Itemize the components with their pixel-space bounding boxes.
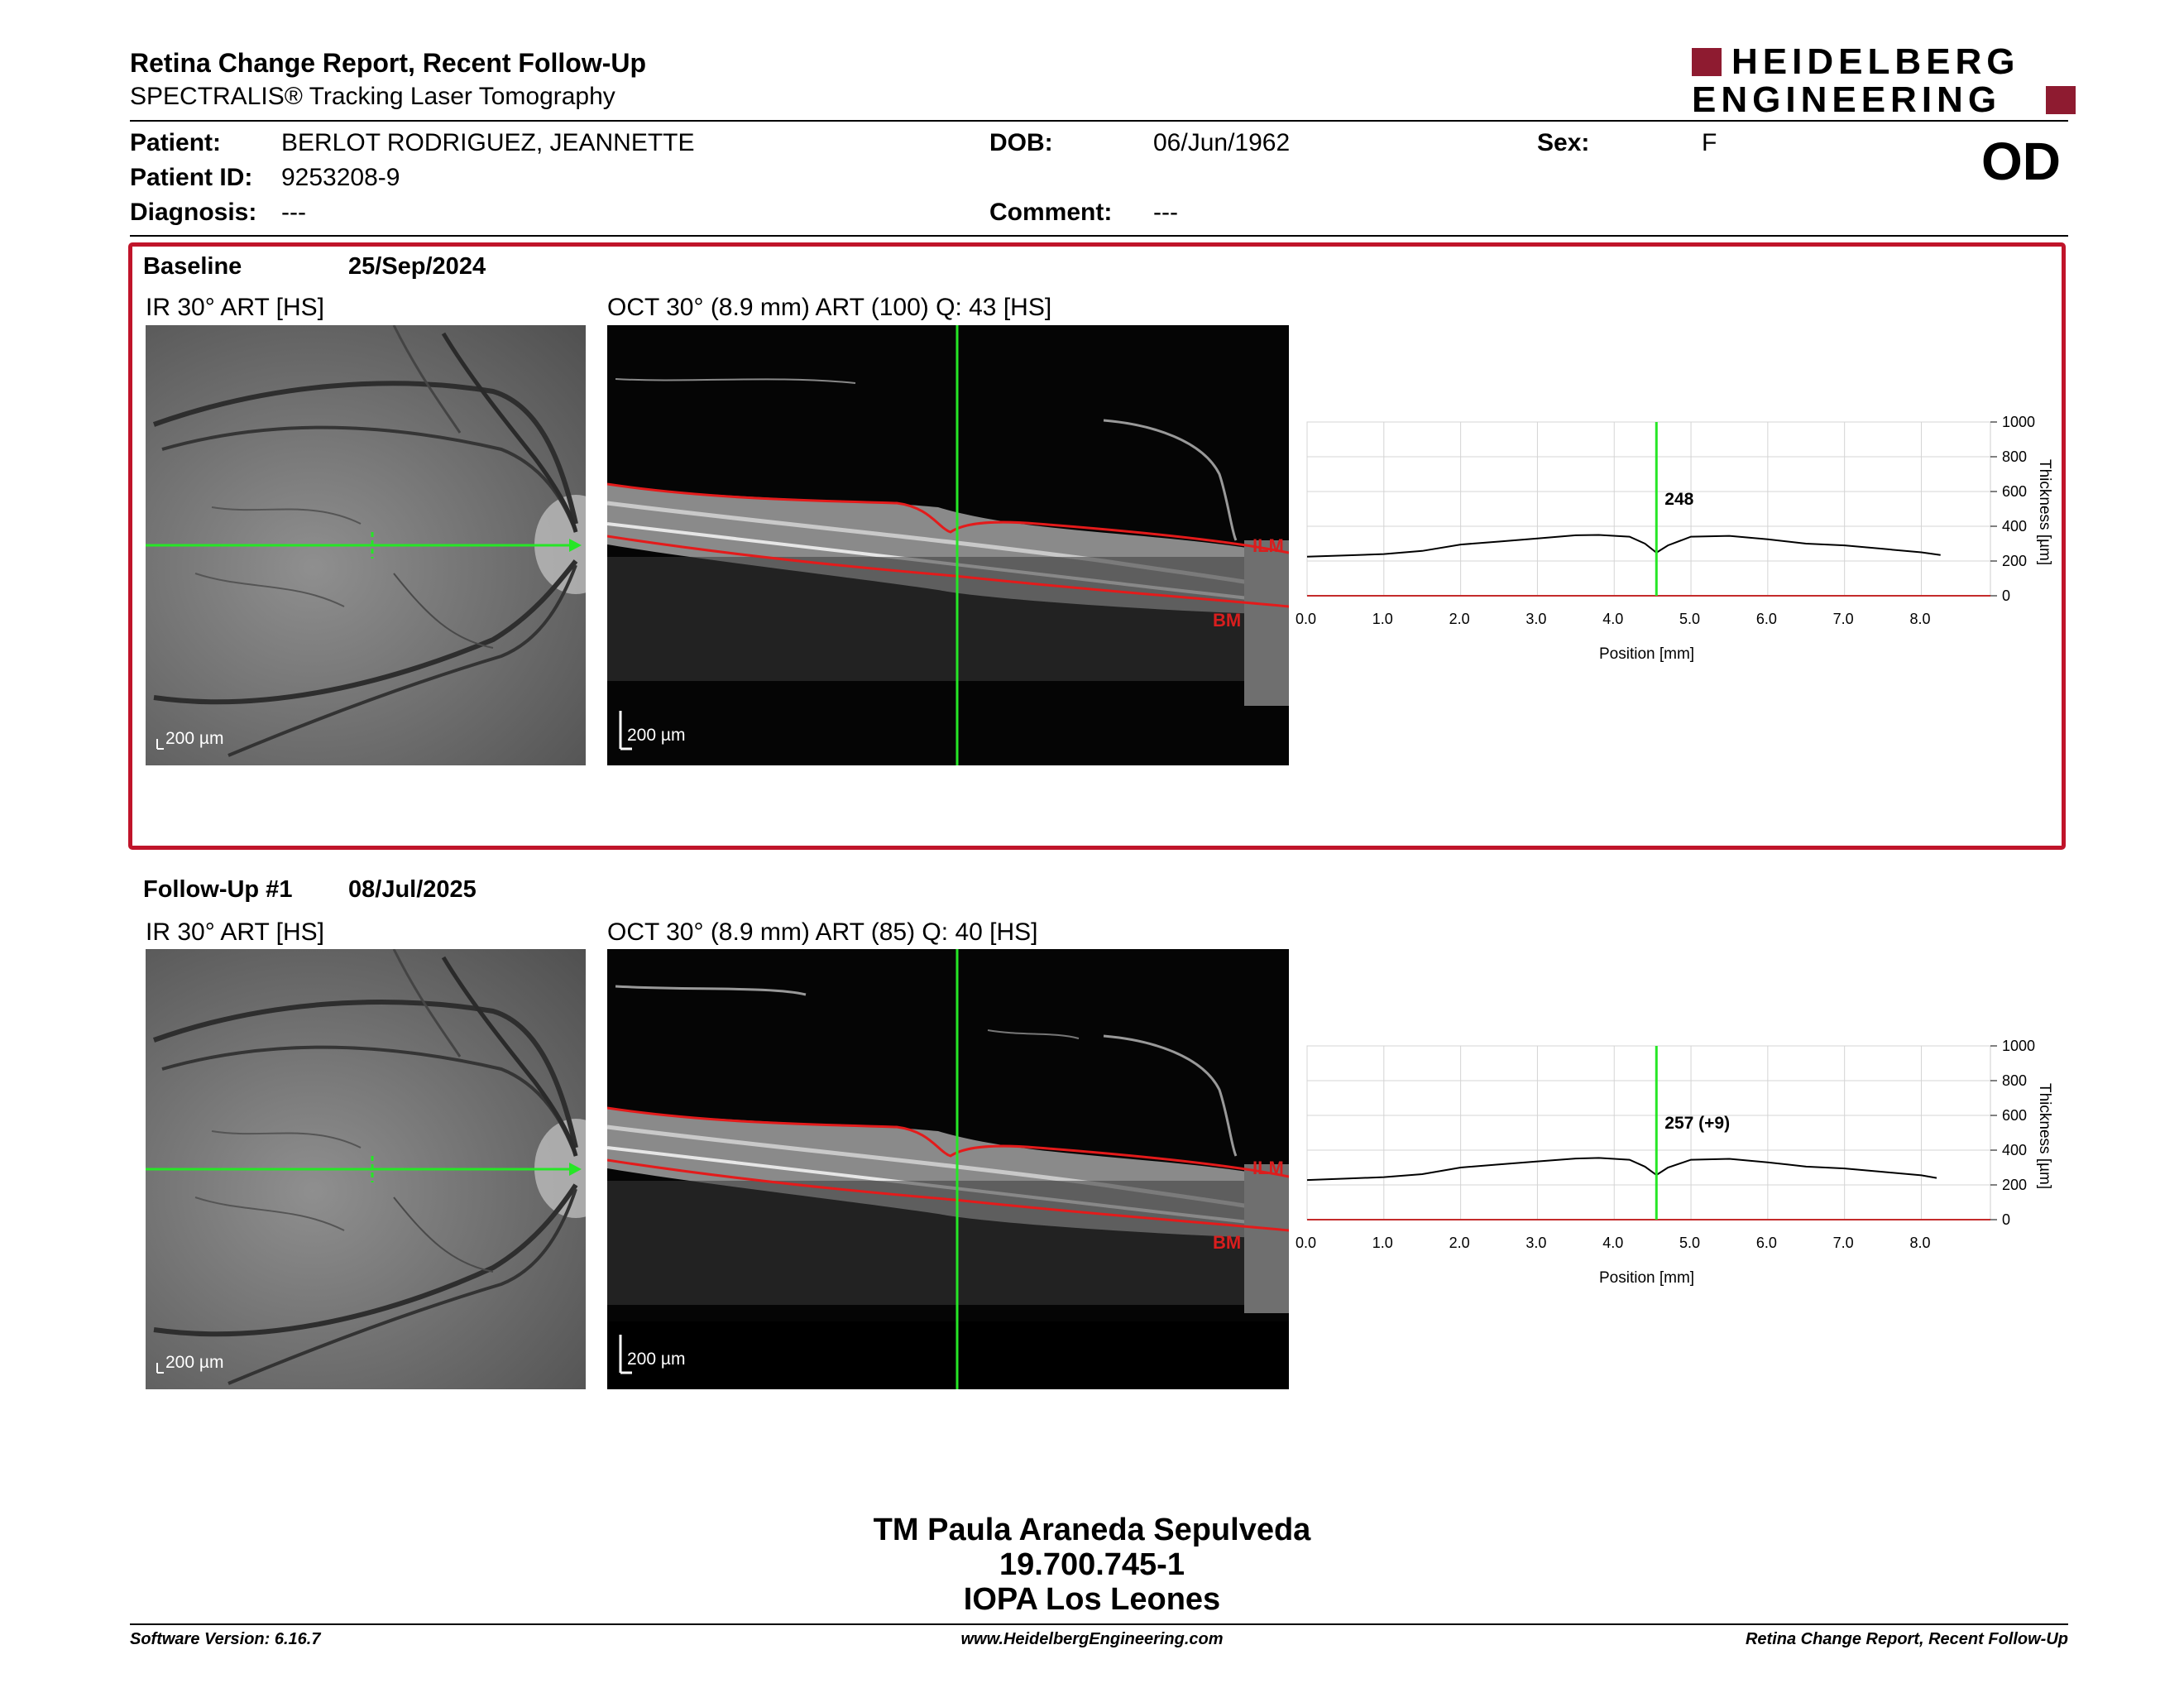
logo-square-icon — [2046, 86, 2076, 114]
followup-ir-caption: IR 30° ART [HS] — [146, 918, 324, 946]
y-axis-label: Thickness [µm] — [2036, 459, 2053, 565]
institution-name: IOPA Los Leones — [963, 1582, 1221, 1617]
patient-label: Patient: — [130, 129, 222, 156]
logo-line-1: HEIDELBERG — [1731, 41, 2020, 82]
followup-ilm-label: ILM — [1252, 1158, 1284, 1178]
x-tick-label: 1.0 — [1372, 611, 1393, 627]
patient-id: 9253208-9 — [281, 164, 400, 191]
sex-label: Sex: — [1537, 129, 1590, 156]
baseline-section-frame — [128, 242, 2066, 850]
thickness-series-line — [1306, 1157, 1937, 1182]
baseline-oct-bscan-image: ILM BM 200 µm — [607, 325, 1289, 765]
followup-ir-scale: 200 µm — [165, 1353, 224, 1372]
software-version: Software Version: 6.16.7 — [130, 1630, 321, 1648]
baseline-date: 25/Sep/2024 — [348, 253, 486, 280]
followup-label: Follow-Up #1 — [143, 876, 293, 903]
x-tick-label: 3.0 — [1525, 611, 1546, 627]
ir-vessels — [146, 949, 586, 1385]
y-tick-label: 0 — [2002, 587, 2010, 604]
x-axis-label: Position [mm] — [1599, 645, 1694, 663]
x-tick-label: 4.0 — [1602, 611, 1623, 627]
x-tick-label: 2.0 — [1449, 1235, 1470, 1251]
sex-value: F — [1702, 129, 1717, 156]
followup-date: 08/Jul/2025 — [348, 876, 477, 903]
y-tick-label: 600 — [2002, 483, 2027, 500]
logo-square-icon — [1692, 48, 1722, 76]
y-tick-label: 1000 — [2002, 1038, 2035, 1054]
patient-divider — [130, 235, 2068, 237]
x-tick-label: 7.0 — [1833, 1235, 1854, 1251]
website-link[interactable]: www.HeidelbergEngineering.com — [960, 1630, 1224, 1648]
diagnosis-value: --- — [281, 199, 306, 226]
report-name-footer: Retina Change Report, Recent Follow-Up — [1745, 1630, 2068, 1648]
baseline-ilm-label: ILM — [1252, 535, 1284, 556]
followup-thickness-chart: 0.0 1.0 2.0 3.0 4.0 5.0 6.0 7.0 8.0 0 200 400 600 800… — [1291, 1029, 2093, 1311]
plot-frame — [1306, 1045, 1991, 1220]
eye-indicator: OD — [1981, 132, 2061, 191]
baseline-oct-caption: OCT 30° (8.9 mm) ART (100) Q: 43 [HS] — [607, 294, 1052, 321]
x-tick-label: 8.0 — [1909, 611, 1930, 627]
x-tick-label: 6.0 — [1756, 611, 1777, 627]
followup-oct-bscan-image: ILM BM 200 µm — [607, 949, 1289, 1389]
baseline-ir-scale: 200 µm — [165, 729, 224, 748]
baseline-ir-fundus-image: 200 µm — [146, 325, 586, 765]
patient-id-label: Patient ID: — [130, 164, 253, 191]
heidelberg-logo: HEIDELBERG ENGINEERING — [1692, 41, 2076, 120]
logo-line-2: ENGINEERING — [1692, 79, 2002, 120]
oct-bscan — [607, 325, 1289, 765]
x-tick-label: 4.0 — [1602, 1235, 1623, 1251]
baseline-label: Baseline — [143, 253, 242, 280]
x-tick-label: 7.0 — [1833, 611, 1854, 627]
thickness-value-label: 248 — [1664, 490, 1693, 509]
y-tick-label: 800 — [2002, 448, 2027, 465]
report-title: Retina Change Report, Recent Follow-Up — [130, 48, 647, 78]
x-axis-label: Position [mm] — [1599, 1269, 1694, 1287]
y-tick-label: 800 — [2002, 1072, 2027, 1089]
thickness-series-line — [1306, 534, 1941, 558]
y-tick-label: 600 — [2002, 1107, 2027, 1124]
baseline-thickness-plot: 0.0 1.0 2.0 3.0 4.0 5.0 6.0 7.0 8.0 0 200 400 600 800… — [1296, 414, 2053, 663]
plot-frame — [1306, 421, 1991, 597]
dob-label: DOB: — [989, 129, 1053, 156]
report-subtitle: SPECTRALIS® Tracking Laser Tomography — [130, 83, 615, 110]
x-tick-label: 1.0 — [1372, 1235, 1393, 1251]
y-axis-label: Thickness [µm] — [2036, 1083, 2053, 1189]
x-tick-label: 5.0 — [1679, 1235, 1700, 1251]
x-tick-label: 2.0 — [1449, 611, 1470, 627]
y-tick-label: 400 — [2002, 518, 2027, 535]
baseline-thickness-chart: 0.0 1.0 2.0 3.0 4.0 5.0 6.0 7.0 8.0 0 200 400 600 800… — [1291, 405, 2093, 687]
y-tick-label: 0 — [2002, 1211, 2010, 1228]
comment-label: Comment: — [989, 199, 1113, 226]
patient-name: BERLOT RODRIGUEZ, JEANNETTE — [281, 129, 695, 156]
followup-oct-scale: 200 µm — [627, 1350, 686, 1369]
x-tick-label: 6.0 — [1756, 1235, 1777, 1251]
ir-vessels — [146, 325, 586, 757]
followup-thickness-plot: 0.0 1.0 2.0 3.0 4.0 5.0 6.0 7.0 8.0 0 200 400 600 800… — [1296, 1038, 2053, 1287]
oct-bscan — [607, 949, 1289, 1389]
baseline-oct-scale: 200 µm — [627, 726, 686, 745]
x-tick-label: 3.0 — [1525, 1235, 1546, 1251]
signer-id: 19.700.745-1 — [999, 1547, 1185, 1582]
dob-value: 06/Jun/1962 — [1153, 129, 1291, 156]
thickness-value-label: 257 (+9) — [1664, 1114, 1730, 1133]
diagnosis-label: Diagnosis: — [130, 199, 257, 226]
comment-value: --- — [1153, 199, 1178, 226]
followup-oct-caption: OCT 30° (8.9 mm) ART (85) Q: 40 [HS] — [607, 918, 1038, 946]
y-tick-label: 1000 — [2002, 414, 2035, 430]
x-tick-label: 8.0 — [1909, 1235, 1930, 1251]
y-tick-label: 400 — [2002, 1142, 2027, 1158]
baseline-ir-caption: IR 30° ART [HS] — [146, 294, 324, 321]
signer-name: TM Paula Araneda Sepulveda — [873, 1513, 1311, 1547]
x-tick-label: 0.0 — [1296, 1235, 1316, 1251]
header-divider — [130, 120, 2068, 122]
y-tick-label: 200 — [2002, 553, 2027, 569]
followup-bm-label: BM — [1213, 1232, 1242, 1253]
y-tick-label: 200 — [2002, 1177, 2027, 1193]
footer-divider — [130, 1623, 2068, 1625]
x-tick-label: 5.0 — [1679, 611, 1700, 627]
baseline-bm-label: BM — [1213, 610, 1242, 631]
followup-ir-fundus-image: 200 µm — [146, 949, 586, 1389]
x-tick-label: 0.0 — [1296, 611, 1316, 627]
